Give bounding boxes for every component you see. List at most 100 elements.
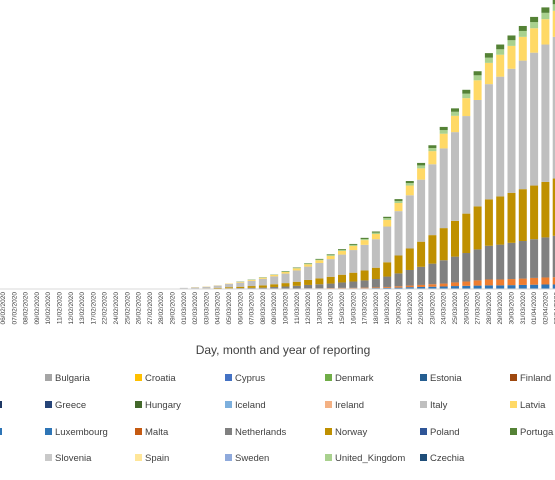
legend-swatch [225, 401, 232, 408]
x-tick-label: 29/03/2020 [497, 292, 504, 325]
bar-segment [428, 263, 437, 285]
bar-segment [371, 287, 380, 289]
bar-segment [484, 279, 493, 286]
bar-segment [315, 278, 324, 285]
bar-segment [473, 99, 482, 207]
x-tick-label: 07/03/2020 [249, 292, 256, 325]
bar-segment [518, 241, 527, 279]
bar-segment [236, 286, 245, 289]
bar-segment [451, 256, 459, 283]
bar-segment [304, 279, 313, 285]
bar-segment [530, 22, 539, 29]
legend-label: United_Kingdom [335, 453, 405, 464]
bar-segment [236, 281, 245, 283]
legend-label: Malta [145, 427, 169, 438]
bar-segment [202, 286, 211, 289]
x-tick-label: 22/03/2020 [418, 292, 425, 325]
legend-swatch [45, 401, 52, 408]
bar-segment [439, 228, 448, 261]
bar-segment [281, 272, 290, 274]
bar-segment [247, 280, 256, 287]
bar-segment [405, 185, 414, 196]
bar-segment [462, 98, 471, 117]
bar-segment [530, 28, 539, 53]
bar-segment [304, 266, 313, 280]
bar-segment [462, 89, 471, 94]
x-tick-label: 27/02/2020 [147, 292, 154, 325]
x-tick-label: 23/03/2020 [429, 292, 436, 325]
x-tick-label: 14/03/2020 [328, 292, 335, 325]
bar-segment [451, 111, 459, 116]
legend-label: Italy [430, 400, 448, 411]
legend-swatch [510, 401, 517, 408]
legend-label: Luxembourg [55, 427, 108, 438]
bar-segment [439, 286, 448, 289]
x-tick-label: 01/04/2020 [531, 292, 538, 325]
x-tick-label: 24/03/2020 [441, 292, 448, 325]
legend-label: Cyprus [235, 373, 265, 384]
bar-segment [371, 231, 380, 233]
x-tick-label: 06/03/2020 [237, 292, 244, 325]
bar-segment [541, 237, 550, 278]
bar-segment [451, 108, 459, 112]
x-tick-label: 18/03/2020 [373, 292, 380, 325]
bar-segment [247, 279, 256, 281]
bar-segment [496, 49, 505, 55]
bar-segment [473, 71, 482, 76]
legend-label: Ireland [335, 400, 364, 411]
bar-segment [552, 235, 555, 278]
bar-segment [518, 25, 527, 31]
bar-segment [473, 80, 482, 100]
bar-segment [360, 240, 369, 245]
bar-segment [326, 254, 335, 256]
bar-segment [473, 206, 482, 250]
bar-segment [360, 280, 369, 288]
bar-segment [360, 270, 369, 281]
bar-segment [349, 245, 358, 251]
bar-segment [507, 285, 516, 289]
bar-segment [292, 270, 301, 282]
bar-segment [428, 235, 437, 264]
bar-segment [439, 130, 448, 134]
x-tick-label: 11/02/2020 [57, 292, 64, 324]
bar-segment [247, 286, 256, 288]
x-tick-label: 27/03/2020 [475, 292, 482, 325]
bar-segment [281, 283, 290, 287]
x-tick-label: 02/04/2020 [542, 292, 549, 325]
bar-segment [552, 0, 555, 5]
legend-label: Norway [335, 427, 367, 438]
bar-segment [507, 45, 516, 69]
bar-segment [507, 192, 516, 243]
legend-swatch [325, 428, 332, 435]
bar-segment [326, 255, 335, 260]
bar-segment [315, 259, 324, 261]
legend-label: Czechia [430, 453, 465, 464]
bar-segment [541, 284, 550, 289]
bar-segment [552, 10, 555, 37]
bar-segment [417, 286, 426, 289]
x-tick-label: 16/03/2020 [350, 292, 357, 325]
bar-segment [530, 239, 539, 278]
bar-segment [405, 183, 414, 186]
bar-segment [394, 211, 403, 256]
legend-swatch [135, 428, 142, 435]
legend-swatch [420, 401, 427, 408]
bar-segment [417, 165, 426, 169]
bar-segment [292, 268, 301, 271]
legend-swatch [325, 374, 332, 381]
x-tick-label: 15/03/2020 [339, 292, 346, 325]
bar-segment [258, 277, 267, 279]
bar-segment [496, 244, 505, 280]
bar-segment [383, 219, 392, 227]
bar-segment [371, 267, 380, 280]
bar-segment [451, 115, 459, 133]
bar-segment [473, 280, 482, 286]
bar-segment [338, 254, 346, 275]
x-tick-label: 20/03/2020 [396, 292, 403, 325]
bar-segment [405, 287, 414, 289]
legend-label: Bulgaria [55, 373, 91, 384]
legend-label: Portuga [520, 427, 554, 438]
x-tick-label: 07/02/2020 [11, 292, 18, 325]
bar-segment [258, 287, 267, 289]
bar-segment [496, 196, 505, 245]
